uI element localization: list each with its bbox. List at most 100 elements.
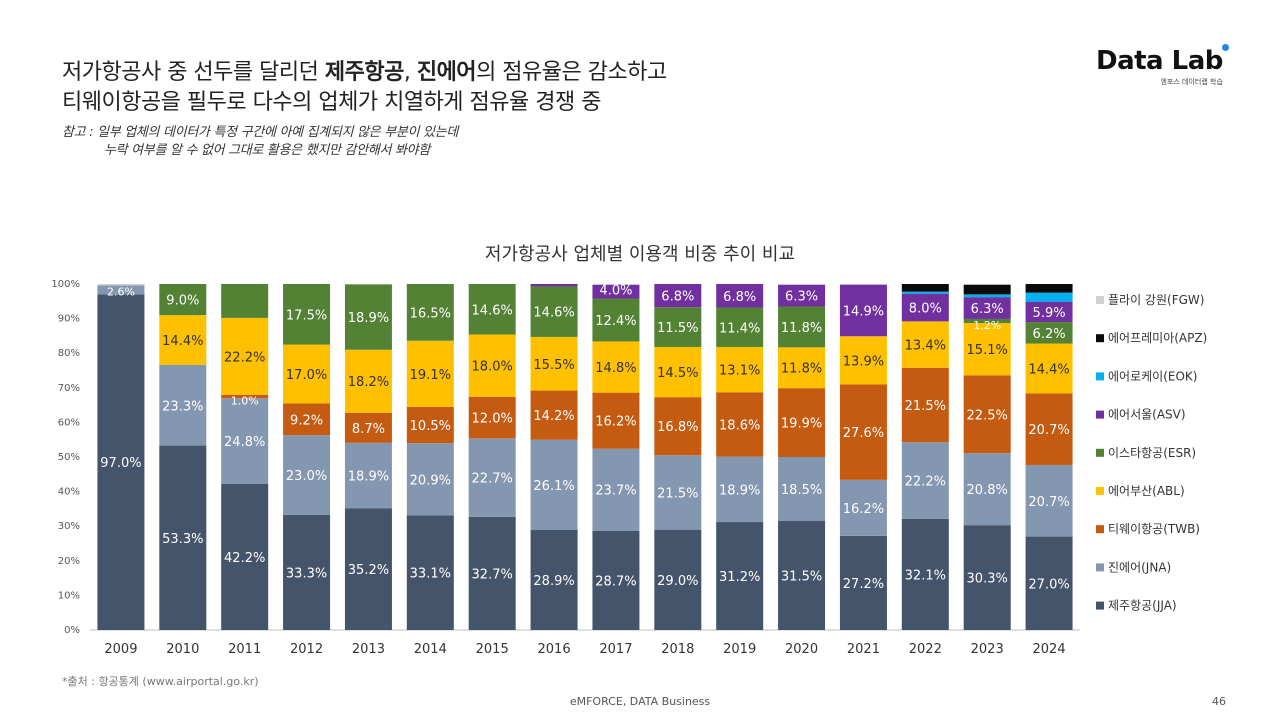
- bar-segment: [654, 307, 702, 347]
- bar-segment: [283, 344, 331, 404]
- bar-segment: [406, 340, 454, 407]
- x-tick-label: 2024: [1033, 642, 1066, 657]
- data-label: 16.8%: [657, 420, 698, 435]
- bar-segment: [530, 284, 578, 287]
- legend-swatch: [1096, 601, 1104, 610]
- data-label: 24.8%: [224, 435, 265, 450]
- legend-label: 이스타항공(ESR): [1108, 446, 1196, 460]
- data-label: 18.2%: [348, 375, 389, 390]
- x-tick-label: 2014: [414, 642, 447, 657]
- data-label: 20.9%: [410, 473, 451, 488]
- x-tick-label: 2015: [476, 642, 509, 657]
- y-tick-label: 0%: [64, 625, 80, 636]
- bar-segment: [221, 394, 269, 399]
- bar-segment: [963, 318, 1011, 324]
- data-label: 11.8%: [781, 321, 822, 336]
- bar-segment: [901, 367, 949, 443]
- data-label: 20.8%: [967, 483, 1008, 498]
- data-label: 20.7%: [1028, 423, 1069, 438]
- legend-swatch: [1096, 372, 1104, 381]
- data-label: 10.5%: [410, 419, 451, 434]
- logo-subtext: 엠포스 데이터랩 학습: [1160, 78, 1223, 86]
- bar-segment: [468, 396, 516, 439]
- headline-line-1: 저가항공사 중 선두를 달리던 제주항공, 진에어의 점유율은 감소하고: [62, 58, 667, 88]
- bar-segment: [778, 521, 826, 630]
- data-label: 23.7%: [595, 484, 636, 499]
- headline-line-2: 티웨이항공을 필두로 다수의 업체가 치열하게 점유율 경쟁 중: [62, 90, 601, 115]
- footer-text: eMFORCE, DATA Business: [569, 695, 711, 708]
- data-label: 16.2%: [843, 502, 884, 517]
- data-label: 13.4%: [905, 339, 946, 354]
- bar-segment: [283, 435, 331, 515]
- data-label: 31.2%: [719, 570, 760, 585]
- data-label: 4.0%: [599, 284, 632, 299]
- data-label: 19.9%: [781, 417, 822, 432]
- bar-segment: [1025, 301, 1073, 323]
- bar-segment: [530, 336, 578, 391]
- bar-segment: [839, 284, 887, 285]
- bar-segment: [221, 483, 269, 630]
- bar-segment: [963, 375, 1011, 454]
- data-label: 11.4%: [719, 321, 760, 336]
- data-label: 17.5%: [286, 308, 327, 323]
- x-tick-label: 2018: [661, 642, 694, 657]
- bar-segment: [344, 442, 392, 509]
- bar-segment: [1025, 536, 1073, 630]
- bar-segment: [221, 317, 269, 395]
- bar-segment: [468, 516, 516, 630]
- legend-label: 에어로케이(EOK): [1108, 369, 1197, 383]
- bar-segment: [530, 286, 578, 337]
- data-label: 27.6%: [843, 426, 884, 441]
- chart-title: 저가항공사 업체별 이용객 비중 추이 비교: [484, 244, 796, 265]
- data-label: 33.3%: [286, 566, 327, 581]
- data-label: 11.5%: [657, 321, 698, 336]
- bar-segment: [654, 455, 702, 530]
- bar-segment: [592, 392, 640, 449]
- bar-segment: [1025, 322, 1073, 344]
- note: 참고 : 일부 업체의 데이터가 특정 구간에 아예 집계되지 않은 부분이 있…: [62, 124, 458, 160]
- headline-bold-jinair: 진에어: [416, 60, 477, 85]
- y-tick-label: 30%: [58, 521, 80, 532]
- legend-swatch: [1096, 525, 1104, 534]
- legend-label: 제주항공(JJA): [1108, 599, 1177, 613]
- legend-swatch: [1096, 448, 1104, 457]
- logo-main-text: Data Lab: [1096, 46, 1223, 76]
- bar-segment: [406, 515, 454, 630]
- headline-text: 저가항공사 중 선두를 달리던: [62, 60, 325, 85]
- legend-swatch: [1096, 410, 1104, 419]
- y-tick-label: 20%: [58, 556, 80, 567]
- bar-segment: [778, 347, 826, 389]
- data-label: 16.2%: [595, 415, 636, 430]
- legend-swatch: [1096, 563, 1104, 572]
- logo-text: Data Lab: [1096, 42, 1231, 76]
- x-tick-label: 2021: [847, 642, 880, 657]
- data-label: 14.6%: [472, 303, 513, 318]
- y-tick-label: 50%: [58, 452, 80, 463]
- headline-separator: ,: [403, 60, 417, 85]
- data-label: 16.5%: [410, 306, 451, 321]
- data-label: 8.0%: [909, 302, 942, 317]
- data-label: 13.9%: [843, 354, 884, 369]
- data-label: 18.9%: [348, 470, 389, 485]
- data-label: 6.2%: [1033, 327, 1066, 342]
- data-label: 18.6%: [719, 418, 760, 433]
- bar-segment: [654, 346, 702, 398]
- data-label: 29.0%: [657, 574, 698, 589]
- note-line-2: 누락 여부를 알 수 없어 그대로 활용은 했지만 감안해서 봐야함: [104, 143, 430, 158]
- data-label: 27.2%: [843, 577, 884, 592]
- bar-segment: [963, 525, 1011, 630]
- bar-segment: [344, 284, 392, 350]
- bar-segment: [963, 284, 1011, 295]
- bar-segment: [406, 443, 454, 516]
- data-label: 31.5%: [781, 570, 822, 585]
- bar-segment: [530, 530, 578, 630]
- data-label: 23.0%: [286, 469, 327, 484]
- legend-label: 에어프레미아(APZ): [1108, 331, 1207, 345]
- bar-segment: [839, 535, 887, 630]
- bar-segment: [1025, 292, 1073, 302]
- bar-segment: [344, 349, 392, 413]
- bar-segment: [97, 284, 145, 286]
- data-label: 1.0%: [231, 395, 259, 408]
- bar-segment: [592, 530, 640, 630]
- bar-segment: [1025, 393, 1073, 465]
